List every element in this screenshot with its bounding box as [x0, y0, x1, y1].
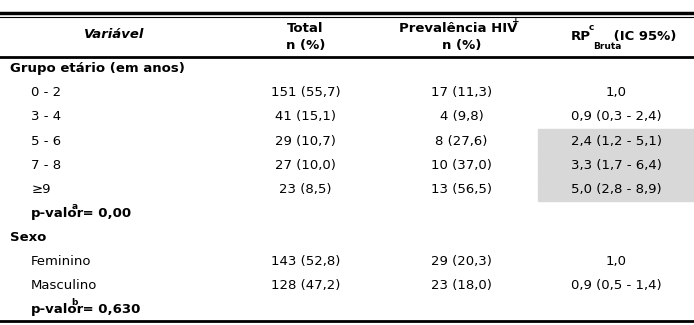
- Text: 10 (37,0): 10 (37,0): [431, 159, 492, 172]
- Text: +: +: [512, 17, 520, 26]
- Text: Feminino: Feminino: [31, 255, 92, 268]
- Text: 29 (10,7): 29 (10,7): [275, 135, 336, 148]
- Text: 3 - 4: 3 - 4: [31, 111, 61, 124]
- Text: Sexo: Sexo: [10, 231, 46, 244]
- Text: 0 - 2: 0 - 2: [31, 86, 61, 99]
- Text: 8 (27,6): 8 (27,6): [435, 135, 488, 148]
- Text: 17 (11,3): 17 (11,3): [431, 86, 492, 99]
- Text: b: b: [71, 298, 78, 307]
- Text: 7 - 8: 7 - 8: [31, 159, 61, 172]
- Bar: [538, 177, 694, 201]
- Text: n (%): n (%): [286, 39, 325, 52]
- Text: 128 (47,2): 128 (47,2): [271, 279, 340, 292]
- Text: Variável: Variável: [85, 29, 144, 41]
- Text: 151 (55,7): 151 (55,7): [271, 86, 340, 99]
- Text: Bruta: Bruta: [593, 42, 621, 51]
- Text: Prevalência HIV: Prevalência HIV: [399, 22, 517, 35]
- Text: 41 (15,1): 41 (15,1): [275, 111, 336, 124]
- Text: 3,3 (1,7 - 6,4): 3,3 (1,7 - 6,4): [571, 159, 661, 172]
- Text: p-valor: p-valor: [31, 207, 85, 220]
- Text: 23 (18,0): 23 (18,0): [431, 279, 492, 292]
- Text: = 0,00: = 0,00: [78, 207, 132, 220]
- Text: 23 (8,5): 23 (8,5): [279, 183, 332, 196]
- Text: Masculino: Masculino: [31, 279, 98, 292]
- Text: RP: RP: [571, 30, 591, 43]
- Bar: [538, 129, 694, 153]
- Text: p-valor: p-valor: [31, 303, 85, 316]
- Text: Grupo etário (em anos): Grupo etário (em anos): [10, 62, 185, 75]
- Text: 27 (10,0): 27 (10,0): [275, 159, 336, 172]
- Text: n (%): n (%): [442, 39, 481, 52]
- Text: ≥9: ≥9: [31, 183, 51, 196]
- Text: 13 (56,5): 13 (56,5): [431, 183, 492, 196]
- Text: 29 (20,3): 29 (20,3): [431, 255, 492, 268]
- Text: 1,0: 1,0: [606, 255, 627, 268]
- Text: 0,9 (0,3 - 2,4): 0,9 (0,3 - 2,4): [571, 111, 661, 124]
- Text: = 0,630: = 0,630: [78, 303, 141, 316]
- Text: (IC 95%): (IC 95%): [609, 30, 677, 43]
- Text: a: a: [71, 202, 78, 211]
- Text: 2,4 (1,2 - 5,1): 2,4 (1,2 - 5,1): [570, 135, 662, 148]
- Text: c: c: [589, 23, 594, 32]
- Text: 1,0: 1,0: [606, 86, 627, 99]
- Text: 5 - 6: 5 - 6: [31, 135, 61, 148]
- Text: 0,9 (0,5 - 1,4): 0,9 (0,5 - 1,4): [571, 279, 661, 292]
- Text: Total: Total: [287, 22, 323, 35]
- Text: 4 (9,8): 4 (9,8): [439, 111, 484, 124]
- Text: 5,0 (2,8 - 8,9): 5,0 (2,8 - 8,9): [571, 183, 661, 196]
- Bar: [538, 153, 694, 177]
- Text: 143 (52,8): 143 (52,8): [271, 255, 340, 268]
